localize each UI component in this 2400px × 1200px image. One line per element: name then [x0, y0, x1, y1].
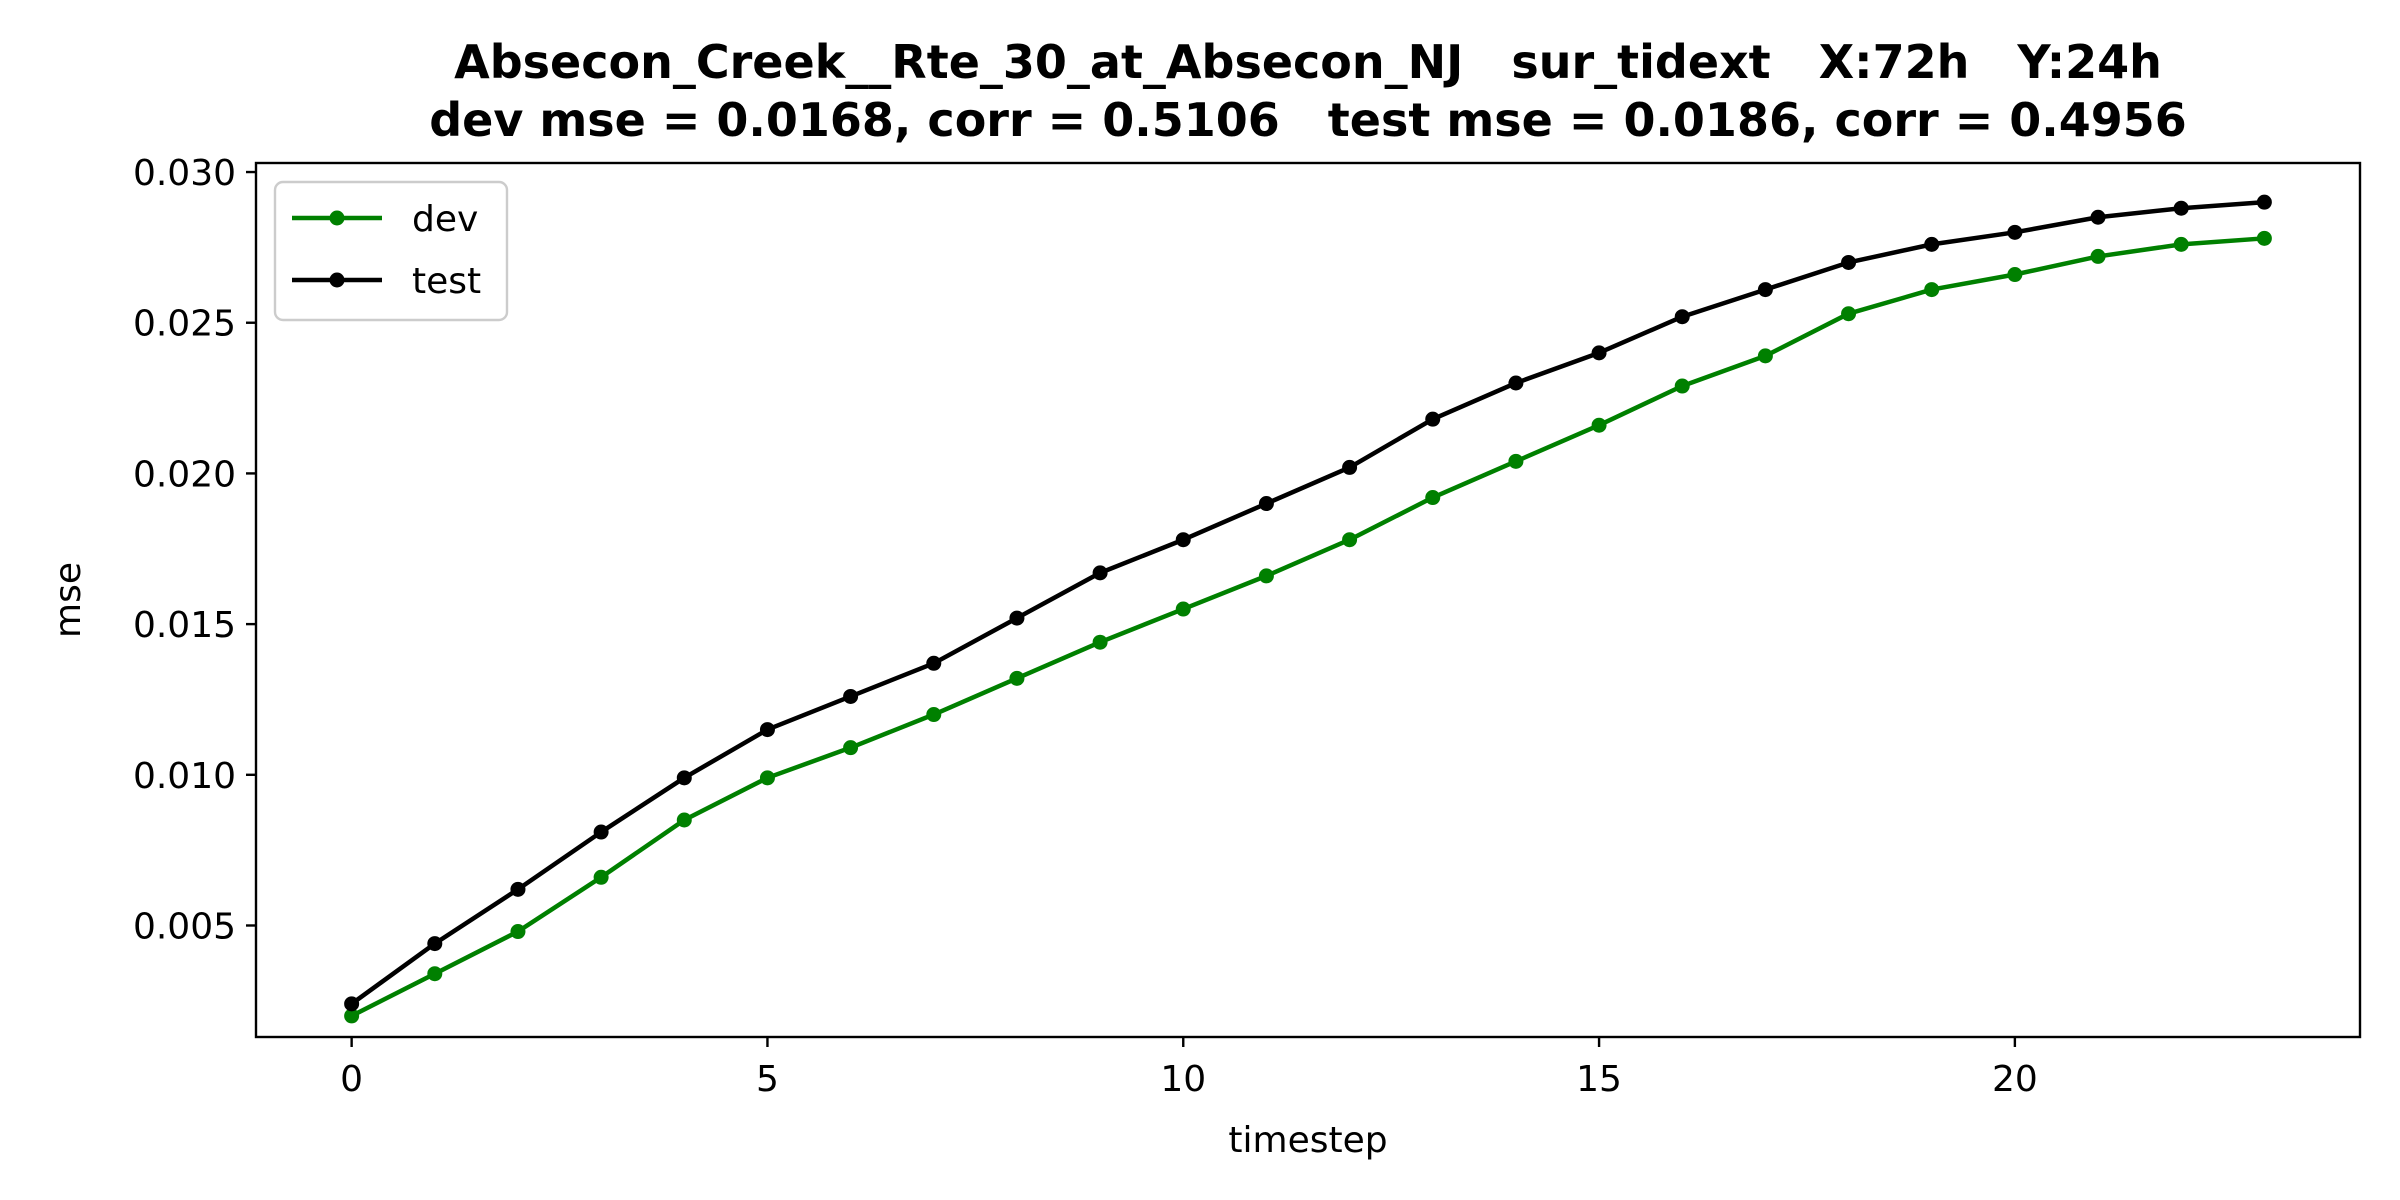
data-point-dev [1591, 417, 1607, 433]
x-tick-label: 0 [340, 1059, 363, 1100]
data-point-dev [1009, 670, 1025, 686]
legend-label: test [412, 261, 481, 302]
data-point-dev [2007, 267, 2023, 283]
x-axis-label: timestep [1228, 1120, 1387, 1161]
data-point-test [2090, 209, 2106, 225]
data-point-dev [2090, 248, 2106, 264]
data-point-dev [593, 869, 609, 885]
data-point-test [1757, 282, 1773, 298]
data-point-test [1591, 345, 1607, 361]
legend-entries: dev test [292, 199, 481, 302]
data-point-test [1009, 610, 1025, 626]
series-layer [344, 194, 2272, 1024]
data-point-dev [1092, 634, 1108, 650]
x-tick-label: 10 [1160, 1059, 1206, 1100]
data-point-dev [1258, 568, 1274, 584]
data-point-dev [1674, 378, 1690, 394]
x-tick-label: 5 [756, 1059, 779, 1100]
y-axis-ticks: 0.005 0.010 0.015 0.020 0.025 0.030 [133, 153, 256, 947]
y-tick-label: 0.025 [133, 304, 236, 345]
legend-entry-dev: dev [292, 199, 478, 240]
x-tick-label: 20 [1992, 1059, 2038, 1100]
data-point-dev [676, 812, 692, 828]
plot-area [254, 161, 2362, 1039]
data-point-dev [1342, 532, 1358, 548]
data-point-test [2256, 194, 2272, 210]
data-point-dev [1175, 601, 1191, 617]
legend-swatch-marker [329, 272, 345, 288]
data-point-dev [1841, 306, 1857, 322]
data-point-test [1175, 532, 1191, 548]
data-point-test [2007, 224, 2023, 240]
data-point-test [1674, 309, 1690, 325]
legend-label: dev [412, 199, 478, 240]
series-dev [344, 230, 2272, 1024]
data-point-dev [427, 966, 443, 982]
chart-title-line2: dev mse = 0.0168, corr = 0.5106 test mse… [429, 93, 2187, 147]
data-point-dev [2173, 236, 2189, 252]
y-tick-label: 0.030 [133, 153, 236, 194]
data-point-test [1924, 236, 1940, 252]
data-point-test [2173, 200, 2189, 216]
data-point-test [427, 936, 443, 952]
data-point-test [759, 722, 775, 738]
series-test [344, 194, 2272, 1012]
axes-frame [254, 161, 2362, 1039]
data-point-test [1425, 411, 1441, 427]
legend: dev test [273, 180, 509, 322]
data-point-test [510, 881, 526, 897]
data-point-dev [843, 740, 859, 756]
data-point-test [676, 770, 692, 786]
data-point-dev [1757, 348, 1773, 364]
y-tick-label: 0.010 [133, 756, 236, 797]
data-point-dev [1425, 490, 1441, 506]
data-point-test [1841, 254, 1857, 270]
data-point-test [926, 655, 942, 671]
series-line-dev [348, 235, 2267, 1019]
data-point-dev [510, 924, 526, 940]
data-point-dev [926, 707, 942, 723]
y-axis-label: mse [48, 562, 89, 638]
data-point-test [1092, 565, 1108, 581]
data-point-test [843, 688, 859, 704]
legend-swatch-marker [329, 210, 345, 226]
y-tick-label: 0.015 [133, 605, 236, 646]
legend-entry-test: test [292, 261, 481, 302]
x-axis-ticks: 0 5 10 15 20 [340, 1037, 2038, 1100]
data-point-dev [1924, 282, 1940, 298]
data-point-test [1258, 496, 1274, 512]
data-point-dev [344, 1008, 360, 1024]
data-point-dev [759, 770, 775, 786]
x-tick-label: 15 [1576, 1059, 1622, 1100]
chart-title-line1: Absecon_Creek__Rte_30_at_Absecon_NJ sur_… [454, 35, 2162, 89]
y-tick-label: 0.020 [133, 454, 236, 495]
data-point-test [1508, 375, 1524, 391]
data-point-dev [2256, 230, 2272, 246]
data-point-test [593, 824, 609, 840]
data-point-dev [1508, 453, 1524, 469]
data-point-test [1342, 459, 1358, 475]
data-point-test [344, 996, 360, 1012]
series-line-test [348, 199, 2267, 1007]
y-tick-label: 0.005 [133, 906, 236, 947]
